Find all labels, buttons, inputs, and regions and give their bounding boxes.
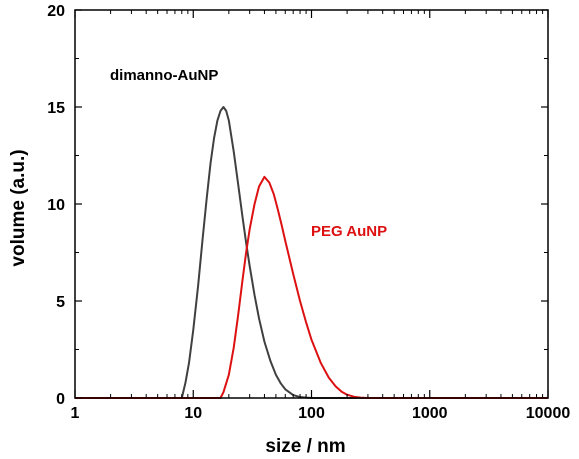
y-tick-label: 10 <box>47 197 65 214</box>
series-label-peg-aunp: PEG AuNP <box>311 223 387 240</box>
x-tick-label: 1 <box>71 405 80 422</box>
y-tick-label: 0 <box>56 391 65 408</box>
y-axis-title: volume (a.u.) <box>8 149 29 266</box>
series-line-peg-aunp <box>75 175 548 399</box>
x-tick-label: 10000 <box>526 405 571 422</box>
series-line-dimanno-aunp <box>75 106 548 399</box>
y-tick-label: 15 <box>47 100 65 117</box>
axes-layer <box>74 9 549 399</box>
x-tick-label: 100 <box>298 405 325 422</box>
y-tick-label: 20 <box>47 3 65 20</box>
labels-layer: 0 5 10 15 20 1 10 100 1000 10000 size / nm volume (… <box>8 3 570 457</box>
x-tick-label: 1000 <box>412 405 448 422</box>
x-axis-title: size / nm <box>265 436 345 457</box>
series-label-dimanno-aunp: dimanno-AuNP <box>110 67 218 84</box>
series-layer <box>75 106 548 399</box>
y-tick-label: 5 <box>56 294 65 311</box>
x-tick-label: 10 <box>184 405 202 422</box>
